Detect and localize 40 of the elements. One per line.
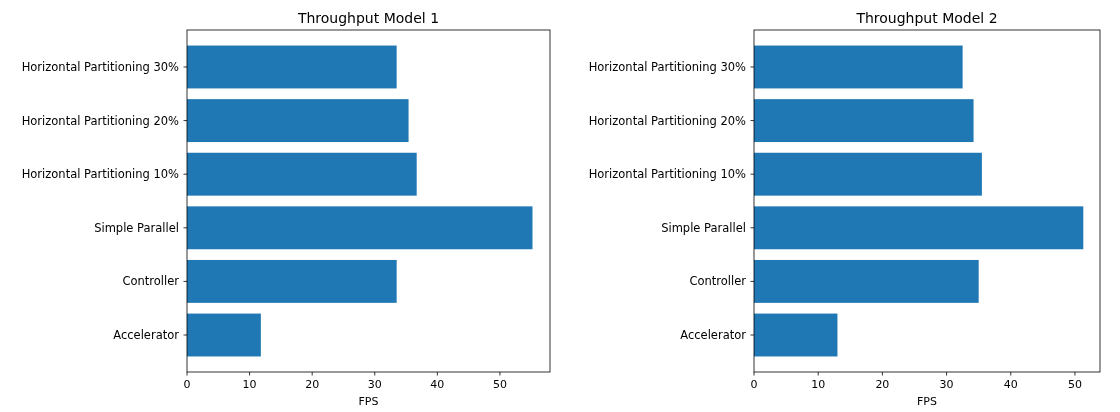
x-tick-label: 10 — [811, 378, 826, 391]
x-tick-label: 50 — [492, 378, 507, 391]
y-tick-label: Simple Parallel — [661, 220, 746, 235]
bar — [754, 99, 974, 143]
bar — [187, 152, 417, 196]
y-tick-label: Horizontal Partitioning 30% — [21, 59, 180, 74]
x-tick-label: 30 — [939, 378, 954, 391]
bar — [754, 206, 1084, 250]
bar — [754, 45, 963, 89]
y-tick-label: Horizontal Partitioning 20% — [588, 113, 747, 128]
y-tick-label: Controller — [122, 274, 180, 289]
y-tick-label: Horizontal Partitioning 10% — [588, 167, 747, 182]
bar — [187, 45, 397, 89]
bar — [187, 313, 261, 357]
y-tick-label: Horizontal Partitioning 10% — [21, 167, 180, 182]
bar — [187, 259, 397, 303]
bar — [754, 313, 838, 357]
bar — [754, 152, 982, 196]
chart-title: Throughput Model 2 — [855, 10, 998, 26]
x-tick-label: 50 — [1067, 378, 1082, 391]
bar — [754, 259, 979, 303]
x-tick-label: 20 — [875, 378, 890, 391]
chart-title: Throughput Model 1 — [296, 10, 440, 26]
y-tick-label: Simple Parallel — [94, 220, 179, 235]
x-axis-title: FPS — [917, 395, 937, 408]
x-tick-label: 30 — [367, 378, 382, 391]
x-tick-label: 0 — [750, 378, 758, 391]
x-tick-label: 0 — [183, 378, 191, 391]
x-tick-label: 40 — [430, 378, 445, 391]
bar — [187, 99, 409, 143]
x-axis-title: FPS — [358, 395, 379, 408]
x-tick-label: 20 — [305, 378, 320, 391]
y-tick-label: Accelerator — [113, 328, 180, 343]
y-tick-label: Horizontal Partitioning 30% — [588, 59, 747, 74]
bar — [187, 206, 533, 250]
y-tick-label: Accelerator — [680, 328, 747, 343]
y-tick-label: Horizontal Partitioning 20% — [21, 113, 180, 128]
x-tick-label: 40 — [1003, 378, 1018, 391]
y-tick-label: Controller — [689, 274, 747, 289]
x-tick-label: 10 — [242, 378, 257, 391]
